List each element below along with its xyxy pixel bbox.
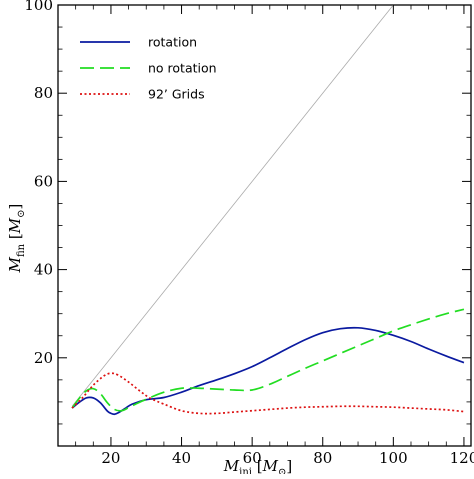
x-tick-label: 100 [379,449,408,467]
series-layer [71,308,465,416]
series-line-92-grids [71,372,465,415]
x-tick-label: 80 [313,449,332,467]
series-line-no-rotation [71,308,465,412]
y-axis: 20 40 60 80 100 [24,0,471,425]
svg-text:Mfin [M⊙]: Mfin [M⊙] [6,204,27,274]
y-axis-label: Mfin [M⊙] [6,204,27,274]
legend: rotation no rotation 92’ Grids [80,35,217,102]
x-tick-label: 40 [172,449,191,467]
y-tick-label: 100 [24,0,53,14]
svg-text:Mini [M⊙]: Mini [M⊙] [223,457,292,474]
legend-label-rotation: rotation [148,35,197,50]
legend-label-92-grids: 92’ Grids [148,87,205,102]
x-axis: 20 40 60 80 100 120 [75,5,474,467]
legend-label-no-rotation: no rotation [148,61,217,76]
y-tick-label: 60 [34,172,53,190]
reference-line-layer [71,5,394,407]
y-tick-label: 40 [34,261,53,279]
y-tick-label: 80 [34,84,53,102]
plot-frame [57,4,472,447]
series-line-rotation [71,326,465,416]
y-tick-label: 20 [34,349,53,367]
x-tick-label: 60 [243,449,262,467]
reference-line [71,5,394,407]
x-tick-label: 20 [101,449,120,467]
x-axis-label: Mini [M⊙] [223,457,292,478]
x-tick-label: 120 [450,449,474,467]
